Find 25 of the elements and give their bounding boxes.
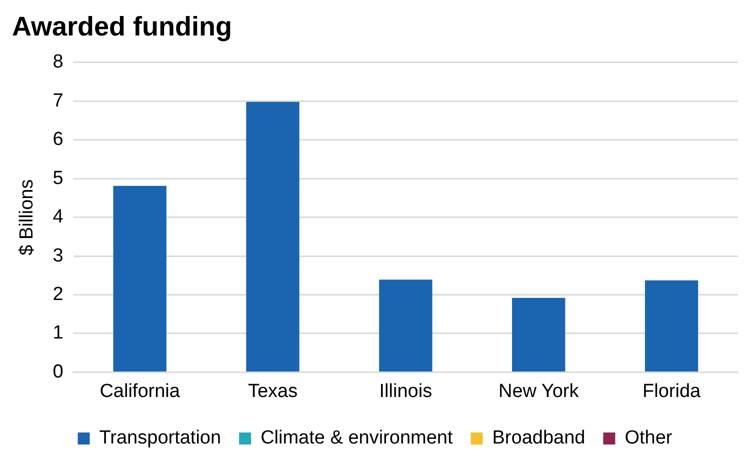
chart-title: Awarded funding (12, 12, 232, 42)
y-tick-label: 2 (52, 284, 64, 305)
bar (246, 102, 300, 372)
y-tick-label: 8 (52, 52, 64, 73)
y-tick-label: 5 (52, 168, 64, 189)
bar (113, 186, 166, 372)
bar (512, 298, 566, 372)
y-axis-title: $ Billions (16, 179, 38, 256)
legend-label: Other (624, 428, 673, 449)
legend-label: Transportation (99, 428, 222, 449)
x-tick-label: New York (498, 380, 580, 402)
x-tick-label: Florida (642, 380, 702, 402)
x-tick-label: Illinois (379, 380, 432, 402)
legend-label: Broadband (492, 428, 586, 449)
legend-label: Climate & environment (260, 428, 454, 449)
y-tick-label: 3 (52, 245, 64, 266)
y-tick-label: 1 (52, 322, 64, 344)
y-tick-label: 6 (52, 129, 64, 150)
bar (379, 280, 432, 372)
x-tick-label: Texas (248, 380, 298, 402)
y-tick-label: 0 (52, 361, 64, 382)
y-tick-label: 4 (52, 206, 64, 228)
x-tick-label: California (100, 380, 180, 402)
bar (644, 280, 698, 372)
y-tick-label: 7 (52, 90, 64, 112)
